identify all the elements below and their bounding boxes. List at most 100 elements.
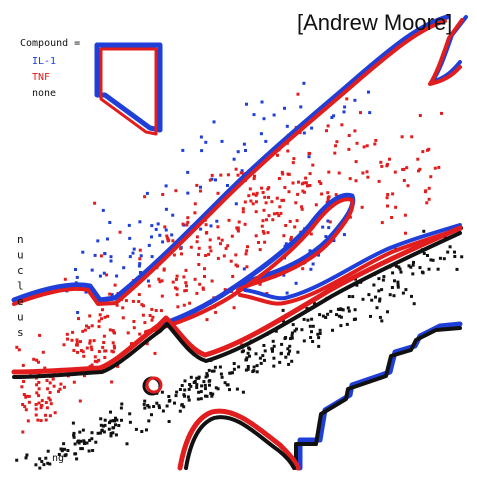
point-none xyxy=(202,380,206,384)
point-none xyxy=(71,421,75,425)
point-tnf xyxy=(34,413,38,417)
point-il1 xyxy=(131,251,135,255)
point-none xyxy=(378,297,382,301)
point-tnf xyxy=(264,201,268,205)
point-tnf xyxy=(39,406,43,410)
point-tnf xyxy=(182,275,186,279)
point-none xyxy=(103,423,107,427)
point-none xyxy=(108,421,111,425)
point-none xyxy=(411,263,415,267)
point-tnf xyxy=(137,300,141,303)
point-il1 xyxy=(260,100,264,104)
point-tnf xyxy=(265,218,268,222)
point-tnf xyxy=(327,170,331,174)
point-tnf xyxy=(48,391,52,394)
point-none xyxy=(263,349,267,353)
point-none xyxy=(187,387,191,391)
point-tnf xyxy=(337,171,341,175)
boundary-circle-red xyxy=(145,376,163,394)
y-axis-label-letter: c xyxy=(17,264,24,277)
point-tnf xyxy=(348,215,352,219)
point-tnf xyxy=(255,191,259,195)
point-tnf xyxy=(236,264,239,268)
point-tnf xyxy=(271,218,275,222)
point-il1 xyxy=(145,191,149,195)
point-tnf xyxy=(147,284,151,288)
point-none xyxy=(223,381,227,385)
point-tnf xyxy=(326,124,330,128)
point-tnf xyxy=(374,138,378,142)
point-tnf xyxy=(314,203,318,207)
point-tnf xyxy=(390,216,394,219)
point-tnf xyxy=(45,379,49,382)
point-none xyxy=(290,331,294,335)
point-tnf xyxy=(319,182,323,185)
boundary-arch-red xyxy=(177,408,301,471)
point-tnf xyxy=(198,282,202,286)
point-tnf xyxy=(197,246,201,250)
point-tnf xyxy=(296,192,300,196)
point-tnf xyxy=(85,346,89,350)
point-none xyxy=(128,420,132,424)
point-none xyxy=(120,402,124,406)
point-tnf xyxy=(189,245,193,249)
point-tnf xyxy=(76,350,79,354)
point-none xyxy=(280,342,284,346)
point-none xyxy=(75,457,79,461)
point-none xyxy=(72,431,76,435)
legend-entry-none: none xyxy=(32,88,56,99)
point-tnf xyxy=(165,234,169,238)
point-none xyxy=(109,410,112,414)
point-il1 xyxy=(210,177,214,181)
y-axis-label-letter: n xyxy=(17,233,24,246)
point-tnf xyxy=(209,249,213,253)
point-none xyxy=(64,453,68,457)
point-tnf xyxy=(65,332,69,336)
point-tnf xyxy=(90,363,94,367)
point-tnf xyxy=(81,329,85,333)
point-tnf xyxy=(104,349,108,353)
point-tnf xyxy=(174,189,178,193)
point-il1 xyxy=(284,242,288,246)
point-none xyxy=(173,401,176,405)
point-il1 xyxy=(215,219,219,223)
point-tnf xyxy=(111,329,115,332)
point-tnf xyxy=(354,179,358,183)
point-tnf xyxy=(75,340,79,344)
point-tnf xyxy=(394,205,398,209)
point-tnf xyxy=(258,248,262,252)
point-tnf xyxy=(425,201,429,205)
point-tnf xyxy=(386,193,390,196)
point-tnf xyxy=(260,186,264,190)
point-tnf xyxy=(195,291,199,295)
point-none xyxy=(125,442,129,446)
point-none xyxy=(189,375,193,379)
point-il1 xyxy=(108,221,112,224)
point-none xyxy=(44,456,48,460)
point-il1 xyxy=(214,178,217,182)
point-il1 xyxy=(367,90,370,94)
point-none xyxy=(66,449,70,452)
point-tnf xyxy=(166,236,170,240)
point-none xyxy=(199,390,203,394)
point-il1 xyxy=(128,236,132,240)
point-tnf xyxy=(93,355,97,359)
point-tnf xyxy=(400,135,404,139)
point-none xyxy=(295,327,298,331)
point-none xyxy=(287,352,290,356)
point-tnf xyxy=(57,389,60,393)
point-none xyxy=(279,352,283,356)
point-il1 xyxy=(171,213,175,217)
point-tnf xyxy=(386,204,389,208)
point-tnf xyxy=(58,387,62,391)
point-tnf xyxy=(53,411,57,415)
credit-text: [Andrew Moore] xyxy=(297,10,452,35)
point-il1 xyxy=(252,113,256,117)
point-none xyxy=(453,255,457,258)
point-tnf xyxy=(333,151,337,155)
point-none xyxy=(351,295,355,299)
point-tnf xyxy=(185,223,189,227)
point-none xyxy=(114,416,117,420)
point-none xyxy=(305,306,309,310)
point-tnf xyxy=(282,198,286,202)
